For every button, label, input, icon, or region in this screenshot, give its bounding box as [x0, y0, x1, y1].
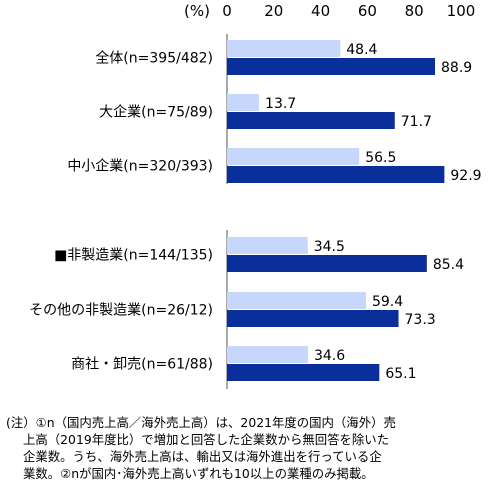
category-label: ■非製造業(n=144/135): [54, 248, 213, 264]
x-tick-label: 40: [311, 2, 330, 20]
bar: [227, 237, 308, 254]
x-tick-label: 0: [222, 2, 232, 20]
data-label: 88.9: [441, 60, 472, 76]
bar: [227, 292, 366, 309]
data-labels: 48.4 13.7 56.5 34.5 59.4 34.6 88.9 71.7 92.9 85.4…: [265, 42, 481, 382]
footnote-line-1: (注）①n（国内売上高／海外売上高）は、2021年度の国内（海外）売: [6, 415, 396, 430]
bar-chart: (%) 0 20 40 60 80 100 全体(n=395/482) 大企業(n=75/8…: [29, 2, 482, 389]
data-label: 71.7: [401, 114, 432, 130]
x-axis-ticks: 0 20 40 60 80 100: [222, 2, 475, 20]
bar: [227, 112, 395, 129]
category-label: 大企業(n=75/89): [99, 104, 213, 121]
bar: [227, 310, 399, 327]
category-label: 全体(n=395/482): [95, 50, 213, 67]
footnote-line-3: 企業数。うち、海外売上高は、輸出又は海外進出を行っている企: [23, 449, 382, 464]
bars: [227, 40, 445, 381]
x-tick-label: 20: [264, 2, 283, 20]
footnote-line-2: 上高（2019年度比）で増加と回答した企業数から無回答を除いた: [23, 432, 390, 447]
bar: [227, 58, 436, 75]
category-labels: 全体(n=395/482) 大企業(n=75/89) 中小企業(n=320/393)…: [29, 50, 213, 373]
data-label: 34.5: [314, 239, 345, 255]
footnote: (注）①n（国内売上高／海外売上高）は、2021年度の国内（海外）売 上高（20…: [6, 414, 492, 482]
x-tick-label: 100: [447, 2, 476, 20]
x-tick-label: 60: [358, 2, 377, 20]
category-label: その他の非製造業(n=26/12): [29, 303, 213, 319]
data-label: 85.4: [433, 257, 464, 273]
bar: [227, 346, 308, 363]
footnote-line-4: 業数。②nが国内･海外売上高いずれも10以上の業種のみ掲載。: [23, 466, 374, 481]
data-label: 56.5: [365, 150, 396, 166]
data-label: 65.1: [385, 366, 416, 382]
bar: [227, 148, 360, 165]
data-label: 73.3: [405, 312, 436, 328]
bar: [227, 166, 445, 183]
bar: [227, 40, 341, 57]
data-label: 92.9: [450, 168, 481, 184]
data-label: 59.4: [372, 294, 403, 310]
category-label: 商社・卸売(n=61/88): [71, 357, 213, 373]
bar: [227, 255, 427, 272]
x-tick-label: 80: [405, 2, 424, 20]
category-label: 中小企業(n=320/393): [67, 158, 213, 175]
data-label: 34.6: [314, 348, 345, 364]
unit-label: (%): [184, 2, 210, 20]
bar: [227, 94, 260, 111]
data-label: 48.4: [346, 42, 377, 58]
data-label: 13.7: [265, 96, 296, 112]
bar: [227, 364, 380, 381]
